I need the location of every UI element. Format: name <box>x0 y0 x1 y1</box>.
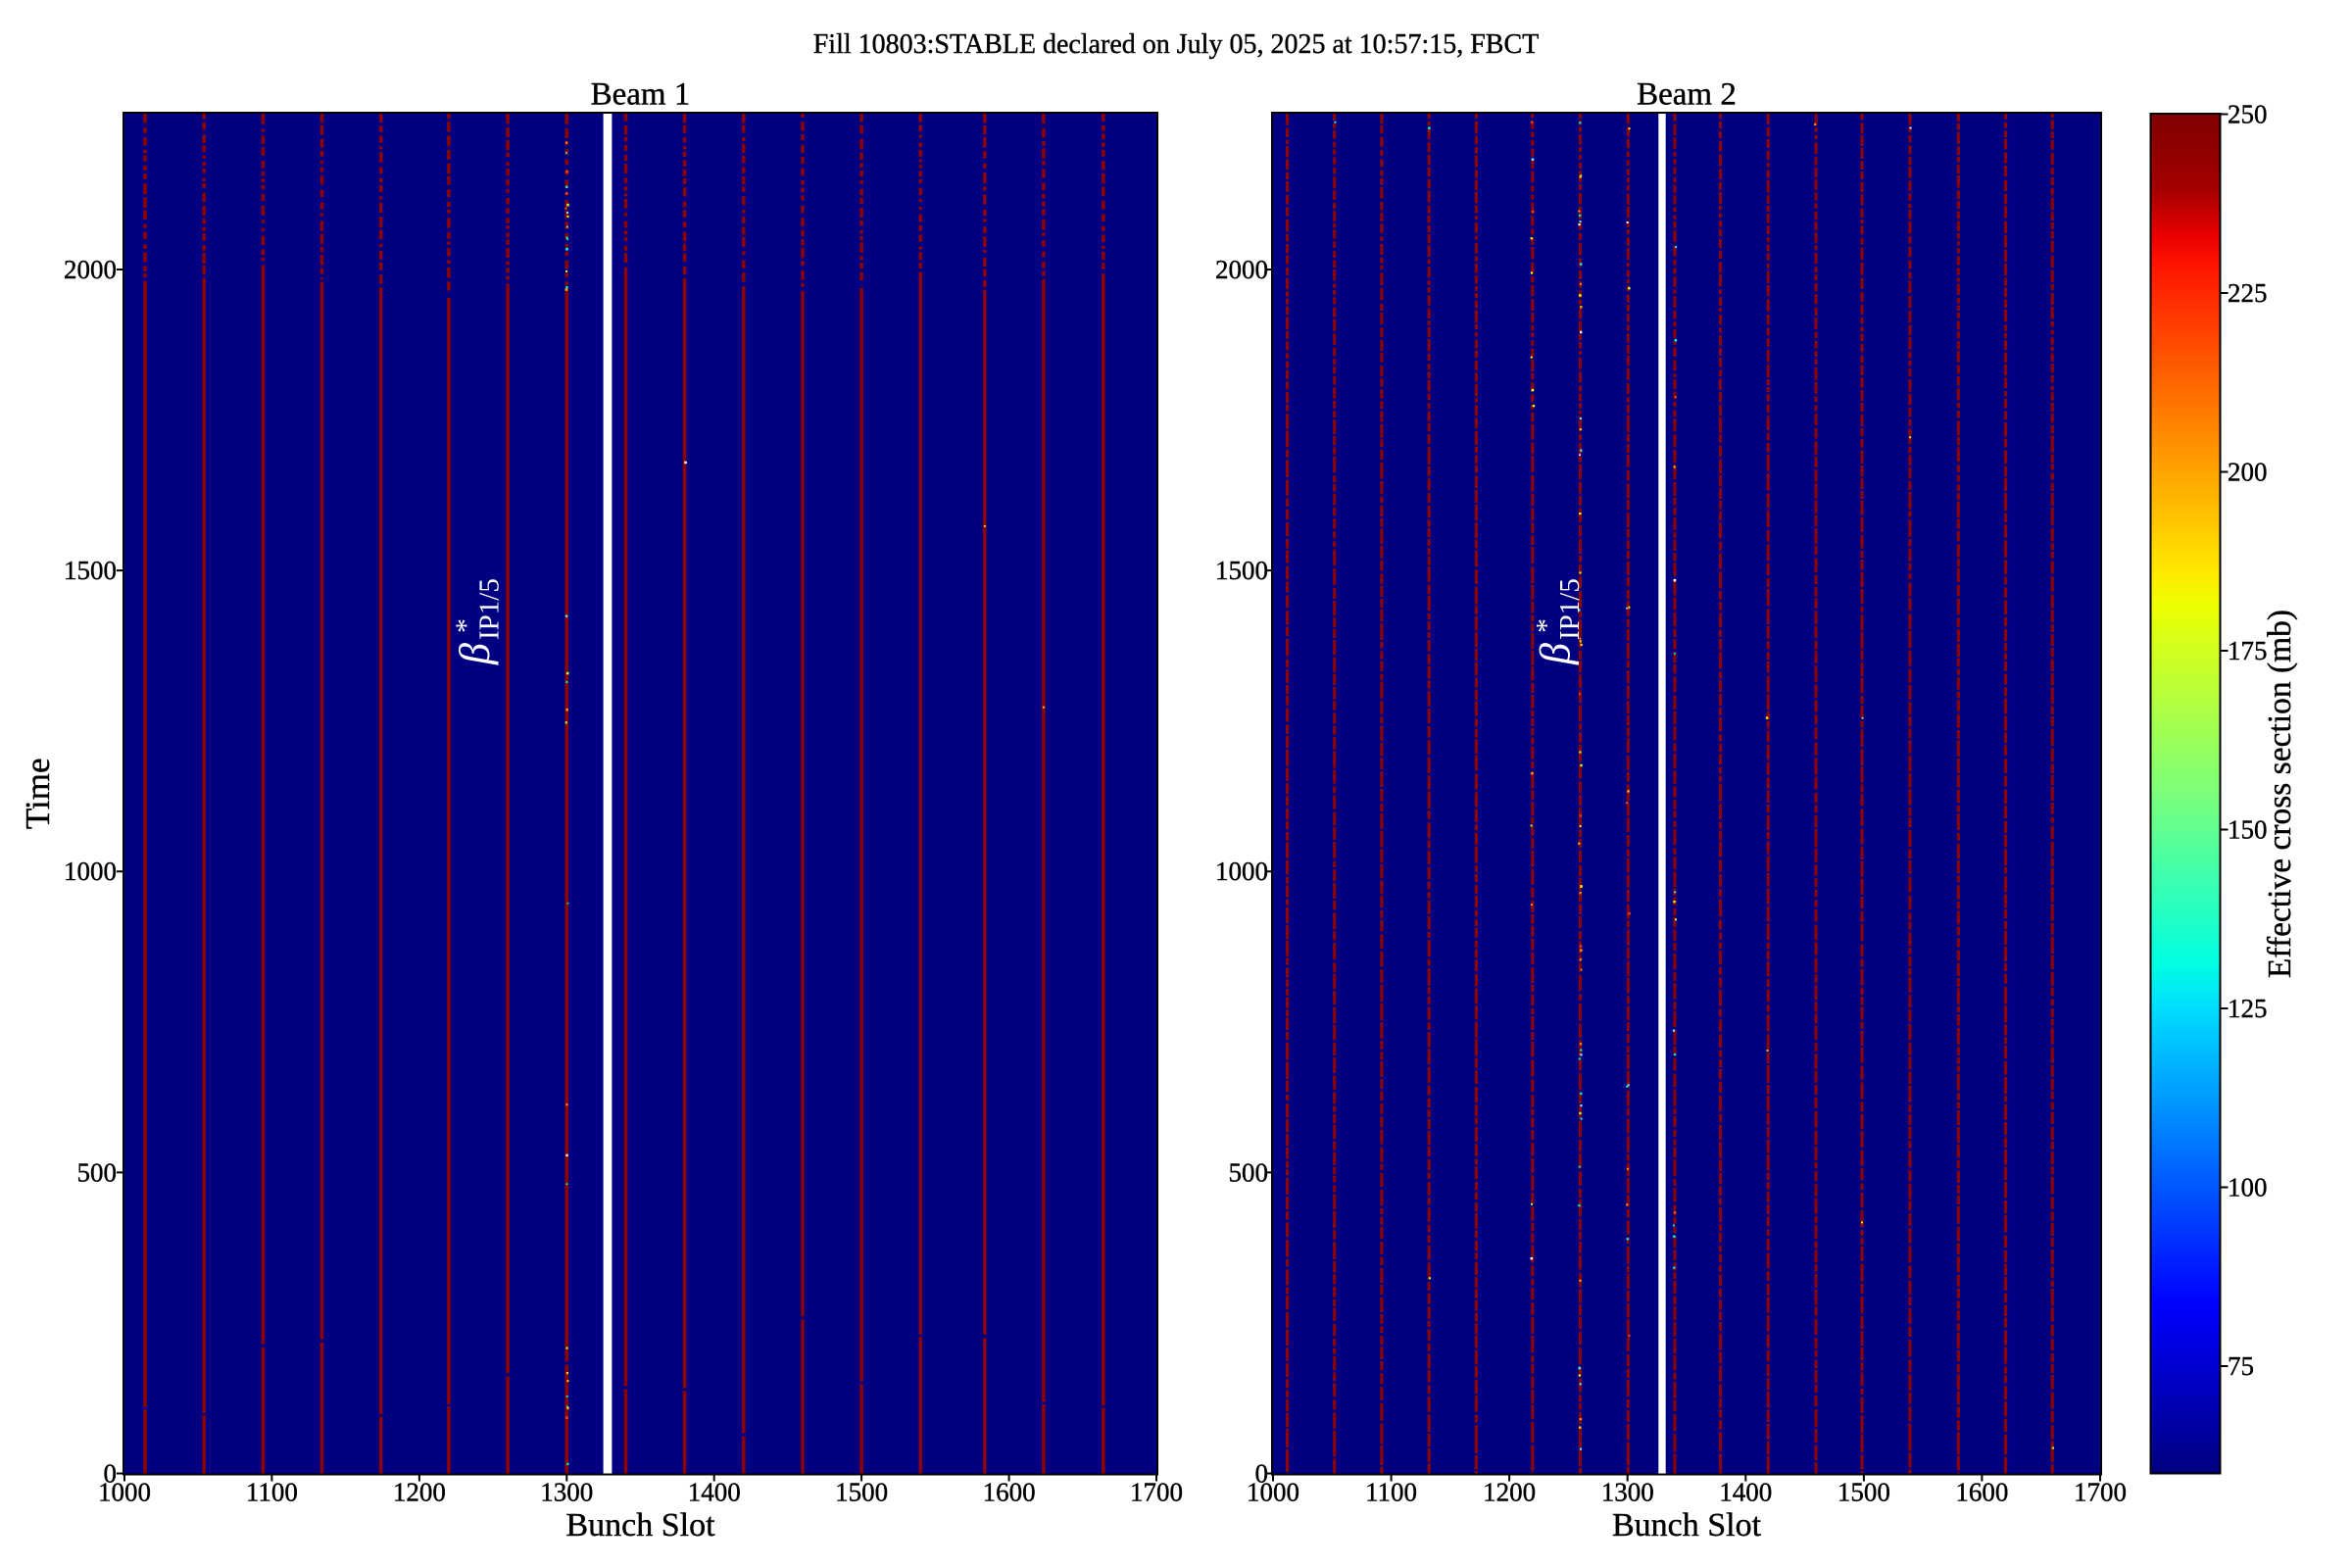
svg-text:0: 0 <box>104 1459 118 1489</box>
svg-text:200: 200 <box>2228 458 2268 487</box>
svg-text:1400: 1400 <box>688 1478 741 1507</box>
svg-text:500: 500 <box>77 1157 118 1187</box>
svg-text:250: 250 <box>2228 100 2268 129</box>
svg-text:0: 0 <box>1255 1459 1269 1489</box>
svg-text:1000: 1000 <box>64 857 117 886</box>
svg-text:1400: 1400 <box>1719 1478 1772 1507</box>
svg-text:Beam 1: Beam 1 <box>591 77 691 113</box>
svg-text:1300: 1300 <box>540 1478 593 1507</box>
svg-text:125: 125 <box>2228 994 2268 1023</box>
svg-text:2000: 2000 <box>1215 255 1268 284</box>
svg-text:100: 100 <box>2228 1173 2268 1202</box>
svg-text:Fill 10803:STABLE declared on: Fill 10803:STABLE declared on July 05, 2… <box>813 29 1540 60</box>
svg-text:*: * <box>1531 618 1563 633</box>
svg-text:1500: 1500 <box>64 556 117 585</box>
svg-text:Beam 2: Beam 2 <box>1637 77 1737 113</box>
svg-text:150: 150 <box>2228 815 2268 845</box>
svg-text:1600: 1600 <box>983 1478 1036 1507</box>
svg-text:1600: 1600 <box>1955 1478 2008 1507</box>
svg-text:1100: 1100 <box>246 1478 298 1507</box>
svg-text:1000: 1000 <box>1215 857 1268 886</box>
svg-text:1300: 1300 <box>1601 1478 1654 1507</box>
svg-text:1700: 1700 <box>1130 1478 1183 1507</box>
svg-text:Bunch Slot: Bunch Slot <box>565 1507 715 1544</box>
svg-text:1000: 1000 <box>1247 1478 1299 1507</box>
svg-text:1200: 1200 <box>393 1478 446 1507</box>
svg-text:β: β <box>451 643 499 665</box>
svg-text:β: β <box>1532 643 1580 665</box>
svg-text:*: * <box>450 618 482 633</box>
svg-text:Bunch Slot: Bunch Slot <box>1612 1507 1762 1544</box>
svg-text:1500: 1500 <box>1838 1478 1890 1507</box>
svg-text:175: 175 <box>2228 636 2268 665</box>
svg-text:1500: 1500 <box>835 1478 888 1507</box>
svg-text:1100: 1100 <box>1365 1478 1417 1507</box>
svg-text:2000: 2000 <box>64 255 117 284</box>
svg-text:IP1/5: IP1/5 <box>1554 578 1586 640</box>
svg-text:500: 500 <box>1229 1157 1269 1187</box>
svg-text:1000: 1000 <box>98 1478 151 1507</box>
svg-text:1700: 1700 <box>2074 1478 2127 1507</box>
svg-text:Effective cross section (mb): Effective cross section (mb) <box>2262 610 2298 978</box>
svg-text:75: 75 <box>2228 1351 2254 1381</box>
svg-text:225: 225 <box>2228 278 2268 308</box>
svg-text:IP1/5: IP1/5 <box>474 578 506 640</box>
svg-text:1200: 1200 <box>1483 1478 1536 1507</box>
svg-text:1500: 1500 <box>1215 556 1268 585</box>
svg-text:Time: Time <box>19 758 57 829</box>
